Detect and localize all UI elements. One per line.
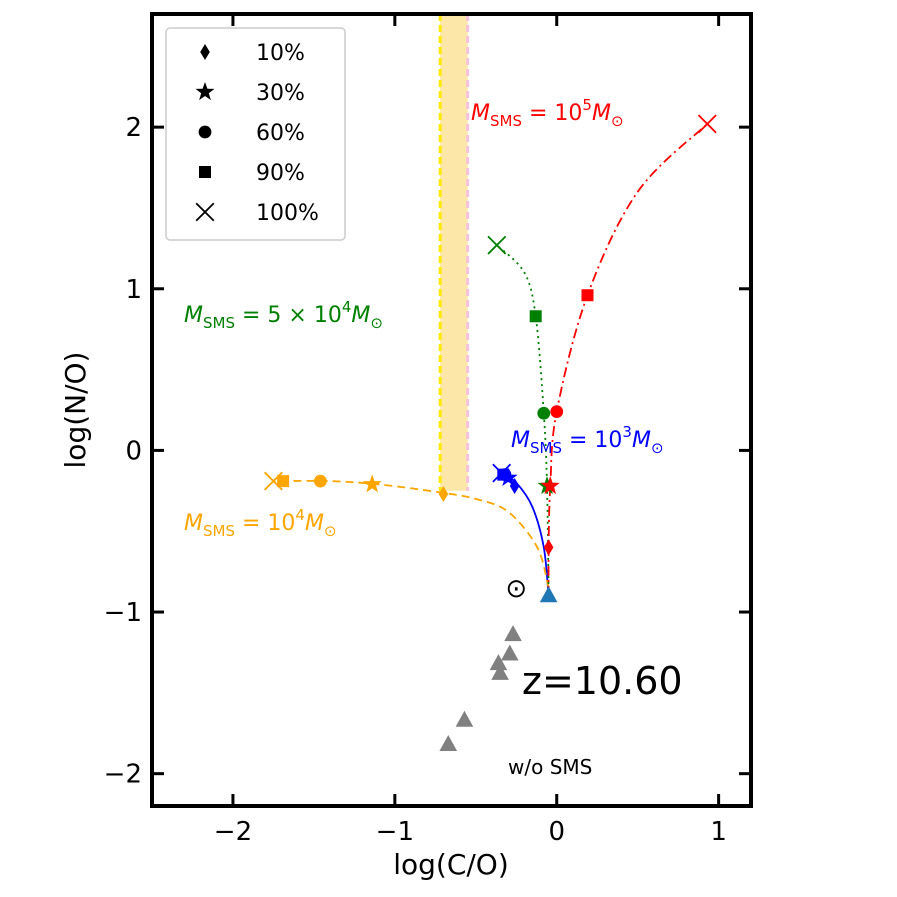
legend-entries: 10% 30% 60% 90% 100% — [195, 41, 319, 226]
y-axis-title: log(N/O) — [59, 352, 92, 469]
legend-label-0: 10% — [256, 41, 305, 66]
no-sms-point-2 — [500, 644, 519, 661]
series-3-point-1 — [540, 476, 560, 495]
series-1-curve — [273, 479, 550, 589]
x-axis-title: log(C/O) — [393, 848, 509, 881]
series-1-point-4 — [263, 471, 283, 491]
series-3-point-0 — [543, 539, 554, 556]
series-3-point-4 — [697, 114, 717, 134]
series-2-curve — [496, 244, 550, 596]
legend-marker-2 — [198, 125, 212, 139]
series-3-curve — [547, 123, 708, 596]
label-msms-1e5: MSMS = 105M⊙ — [471, 96, 624, 130]
no-sms-point-3 — [489, 654, 508, 671]
series-0-point-4 — [492, 463, 512, 483]
series-3-point-3 — [581, 289, 594, 302]
no-sms-label: w/o SMS — [508, 755, 592, 779]
y-tick-label-4: 2 — [125, 113, 142, 143]
series-1-point-3 — [277, 475, 290, 488]
y-tick-label-0: −2 — [104, 760, 142, 790]
legend-label-3: 90% — [256, 161, 305, 186]
observed-band — [440, 14, 468, 491]
legend-marker-3 — [199, 166, 211, 178]
legend-marker-0 — [200, 44, 210, 60]
x-tick-label-3: 1 — [710, 817, 727, 847]
legend-frame — [165, 27, 346, 241]
axes-layer: −2 −1 0 1 −2 −1 0 1 2 — [104, 12, 753, 847]
y-tick-label-3: 1 — [125, 275, 142, 305]
series-2-point-1 — [537, 406, 551, 420]
series-1-point-1 — [362, 474, 382, 493]
series-2-point-2 — [529, 310, 542, 323]
markers-layer: ⊙ — [263, 114, 717, 751]
x-tick-label-0: −2 — [214, 817, 252, 847]
solar-symbol: ⊙ — [505, 574, 527, 604]
legend-label-4: 100% — [256, 201, 319, 226]
legend-marker-4 — [195, 202, 215, 222]
series-1-point-0 — [438, 486, 449, 503]
legend: 10% 30% 60% 90% 100% — [165, 27, 346, 241]
no-sms-point-1 — [504, 625, 522, 642]
legend-label-2: 60% — [256, 121, 305, 146]
x-tick-label-2: 0 — [548, 817, 565, 847]
no-sms-point-6 — [439, 734, 458, 751]
series-1-point-2 — [313, 474, 327, 488]
label-msms-1e3: MSMS = 103M⊙ — [511, 423, 664, 457]
redshift-label: z=10.60 — [522, 659, 683, 703]
y-tick-label-2: 0 — [125, 436, 142, 466]
no-sms-point-4 — [491, 663, 509, 680]
legend-marker-1 — [195, 82, 215, 101]
legend-label-1: 30% — [256, 81, 305, 106]
y-tick-label-1: −1 — [104, 598, 142, 628]
x-tick-label-1: −1 — [376, 817, 414, 847]
no-sms-point-0 — [539, 586, 558, 603]
observed-band-layer — [438, 14, 470, 491]
no-sms-point-5 — [455, 710, 474, 727]
label-msms-1e4: MSMS = 104M⊙ — [184, 506, 337, 540]
series-3-point-2 — [550, 405, 564, 419]
plot-frame — [150, 12, 753, 808]
series-2-point-3 — [487, 235, 507, 255]
label-msms-5e4: MSMS = 5 × 104M⊙ — [184, 298, 383, 332]
